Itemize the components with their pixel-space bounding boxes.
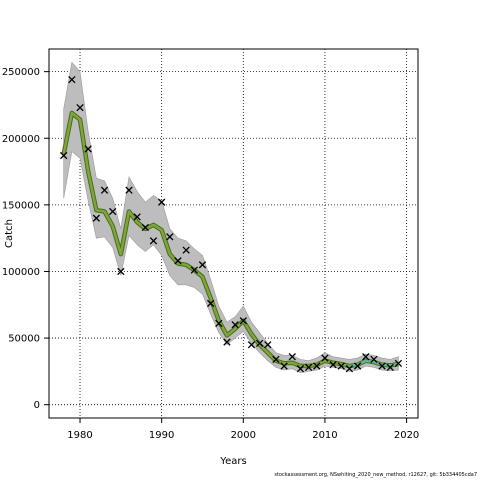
observed-point <box>272 355 280 364</box>
observed-point <box>60 151 68 160</box>
observed-point <box>182 246 190 254</box>
observed-point <box>362 353 370 361</box>
observed-point <box>321 354 329 362</box>
observed-point <box>215 319 223 328</box>
observed-point <box>223 338 231 346</box>
x-tick-label: 2000 <box>231 430 256 441</box>
observed-point <box>280 362 288 370</box>
observed-point <box>296 365 305 373</box>
observed-point <box>109 207 117 216</box>
observed-point <box>68 75 76 84</box>
x-tick-label: 1990 <box>149 430 174 441</box>
y-tick-label: 100000 <box>2 267 40 278</box>
observed-point <box>313 362 321 370</box>
y-tick-label: 50000 <box>8 334 40 345</box>
observed-catch-points <box>60 75 403 373</box>
observed-point <box>345 365 354 373</box>
observed-point <box>76 103 84 112</box>
confidence-band <box>63 61 399 374</box>
observed-point <box>206 299 215 308</box>
observed-point <box>239 317 247 325</box>
observed-point <box>255 339 264 348</box>
observed-point <box>288 353 296 361</box>
observed-point <box>386 363 394 372</box>
observed-point <box>133 213 141 221</box>
observed-point <box>92 214 101 222</box>
observed-point <box>378 362 386 370</box>
x-axis-title: Years <box>219 456 246 467</box>
confidence-band-area <box>63 61 399 374</box>
plot-frame <box>48 48 419 419</box>
observed-point <box>337 362 345 370</box>
x-axis-ticks: 1980 1990 2000 2010 2020 <box>67 418 419 441</box>
y-tick-label: 0 <box>34 400 40 411</box>
estimated-line-recent <box>349 359 399 368</box>
observed-point <box>247 341 256 349</box>
observed-point <box>117 267 125 276</box>
observed-point <box>198 261 207 269</box>
observed-point <box>231 321 239 329</box>
y-axis-ticks: 0 50000 100000 150000 200000 250000 <box>2 67 49 411</box>
observed-point <box>166 233 174 241</box>
footnote: stockassessment.org, NSwhiting_2020_new_… <box>274 472 477 478</box>
y-tick-label: 200000 <box>2 134 40 145</box>
x-tick-label: 2020 <box>394 430 419 441</box>
observed-point <box>100 186 109 194</box>
observed-point <box>149 237 158 245</box>
x-tick-label: 1980 <box>67 430 92 441</box>
observed-point <box>394 359 403 368</box>
observed-point <box>84 145 92 153</box>
observed-point <box>370 355 378 364</box>
observed-point <box>125 186 133 194</box>
y-tick-label: 250000 <box>2 67 40 78</box>
observed-point <box>174 257 182 265</box>
observed-point <box>304 363 313 372</box>
observed-point <box>141 223 149 232</box>
y-tick-label: 150000 <box>2 200 40 211</box>
observed-point <box>190 266 198 274</box>
observed-point <box>329 361 337 369</box>
y-axis-title: Catch <box>4 219 15 248</box>
x-tick-label: 2010 <box>312 430 337 441</box>
observed-point <box>264 341 272 349</box>
observed-point <box>353 362 362 370</box>
observed-point <box>157 198 166 206</box>
